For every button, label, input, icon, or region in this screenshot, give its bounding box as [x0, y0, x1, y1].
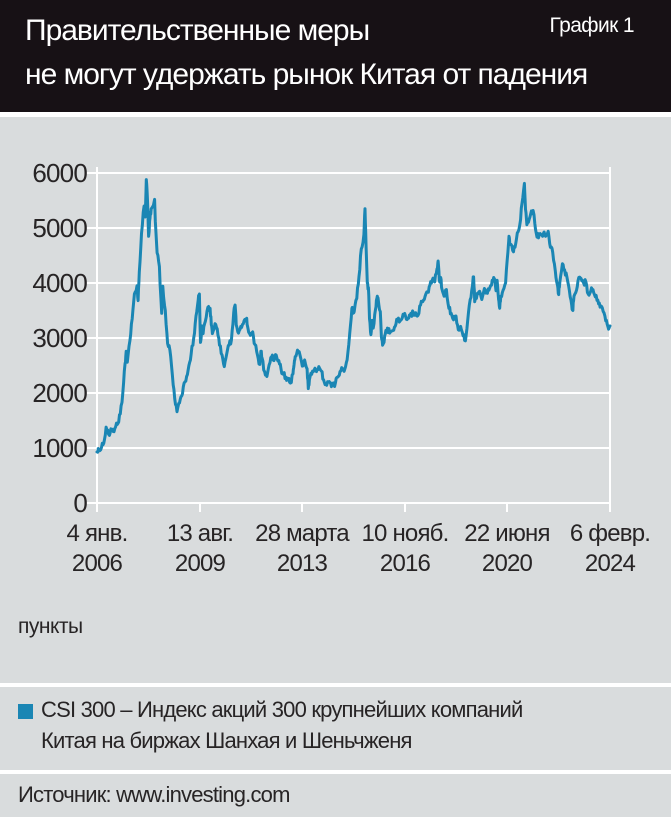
axis-frame [96, 167, 611, 512]
x-tick-year: 2009 [174, 550, 226, 577]
x-tick-date: 6 февр. [569, 520, 651, 547]
y-axis-tick-label: 2000 [32, 378, 87, 408]
x-tick-date: 22 июня [464, 520, 550, 547]
y-axis-tick-label: 4000 [32, 268, 87, 298]
legend-text-line1: CSI 300 – Индекс акций 300 крупнейших ко… [41, 697, 523, 722]
y-axis-tick-label: 3000 [32, 323, 87, 353]
x-tick-year: 2006 [71, 550, 123, 577]
page-title-line2: не могут удержать рынок Китая от падения [25, 58, 588, 91]
legend-text-line2: Китая на биржах Шанхая и Шеньчженя [41, 728, 412, 753]
x-axis-tick-label: 22 июня 2020 [451, 519, 563, 579]
source-text: Источник: www.investing.com [18, 782, 290, 807]
x-axis-tick-label: 6 февр. 2024 [554, 519, 666, 579]
y-axis-tick-label: 1000 [32, 433, 87, 463]
x-axis-tick-label: 10 нояб. 2016 [349, 519, 461, 579]
source-panel: Источник: www.investing.com [0, 774, 671, 817]
x-tick-year: 2016 [379, 550, 431, 577]
legend-square-icon [18, 704, 33, 719]
axis-unit-label: пункты [18, 615, 83, 638]
x-axis-tick-label: 28 марта 2013 [246, 519, 358, 579]
page-title-line1: Правительственные меры [25, 14, 370, 47]
x-axis-tick-label: 4 янв. 2006 [41, 519, 153, 579]
x-tick-year: 2024 [584, 550, 636, 577]
x-tick-year: 2020 [481, 550, 533, 577]
x-tick-date: 28 марта [255, 520, 350, 547]
legend-text: CSI 300 – Индекс акций 300 крупнейших ко… [41, 694, 523, 756]
legend-panel: CSI 300 – Индекс акций 300 крупнейших ко… [0, 687, 671, 770]
y-axis-tick-label: 6000 [32, 158, 87, 188]
x-axis-tick-label: 13 авг. 2009 [144, 519, 256, 579]
chart-number-label: График 1 [549, 14, 635, 37]
csi300-line-series [95, 178, 612, 454]
y-axis-tick-label: 5000 [32, 213, 87, 243]
line-chart [85, 167, 612, 512]
x-tick-date: 4 янв. [66, 520, 129, 547]
y-axis-tick-label: 0 [73, 488, 87, 518]
x-tick-year: 2013 [276, 550, 328, 577]
chart-header: Правительственные меры не могут удержать… [0, 0, 671, 112]
x-tick-date: 13 авг. [166, 520, 234, 547]
chart-panel: 6000 5000 4000 3000 2000 1000 0 4 янв. 2… [0, 117, 671, 683]
gridlines [85, 172, 610, 504]
x-tick-date: 10 нояб. [361, 520, 450, 547]
